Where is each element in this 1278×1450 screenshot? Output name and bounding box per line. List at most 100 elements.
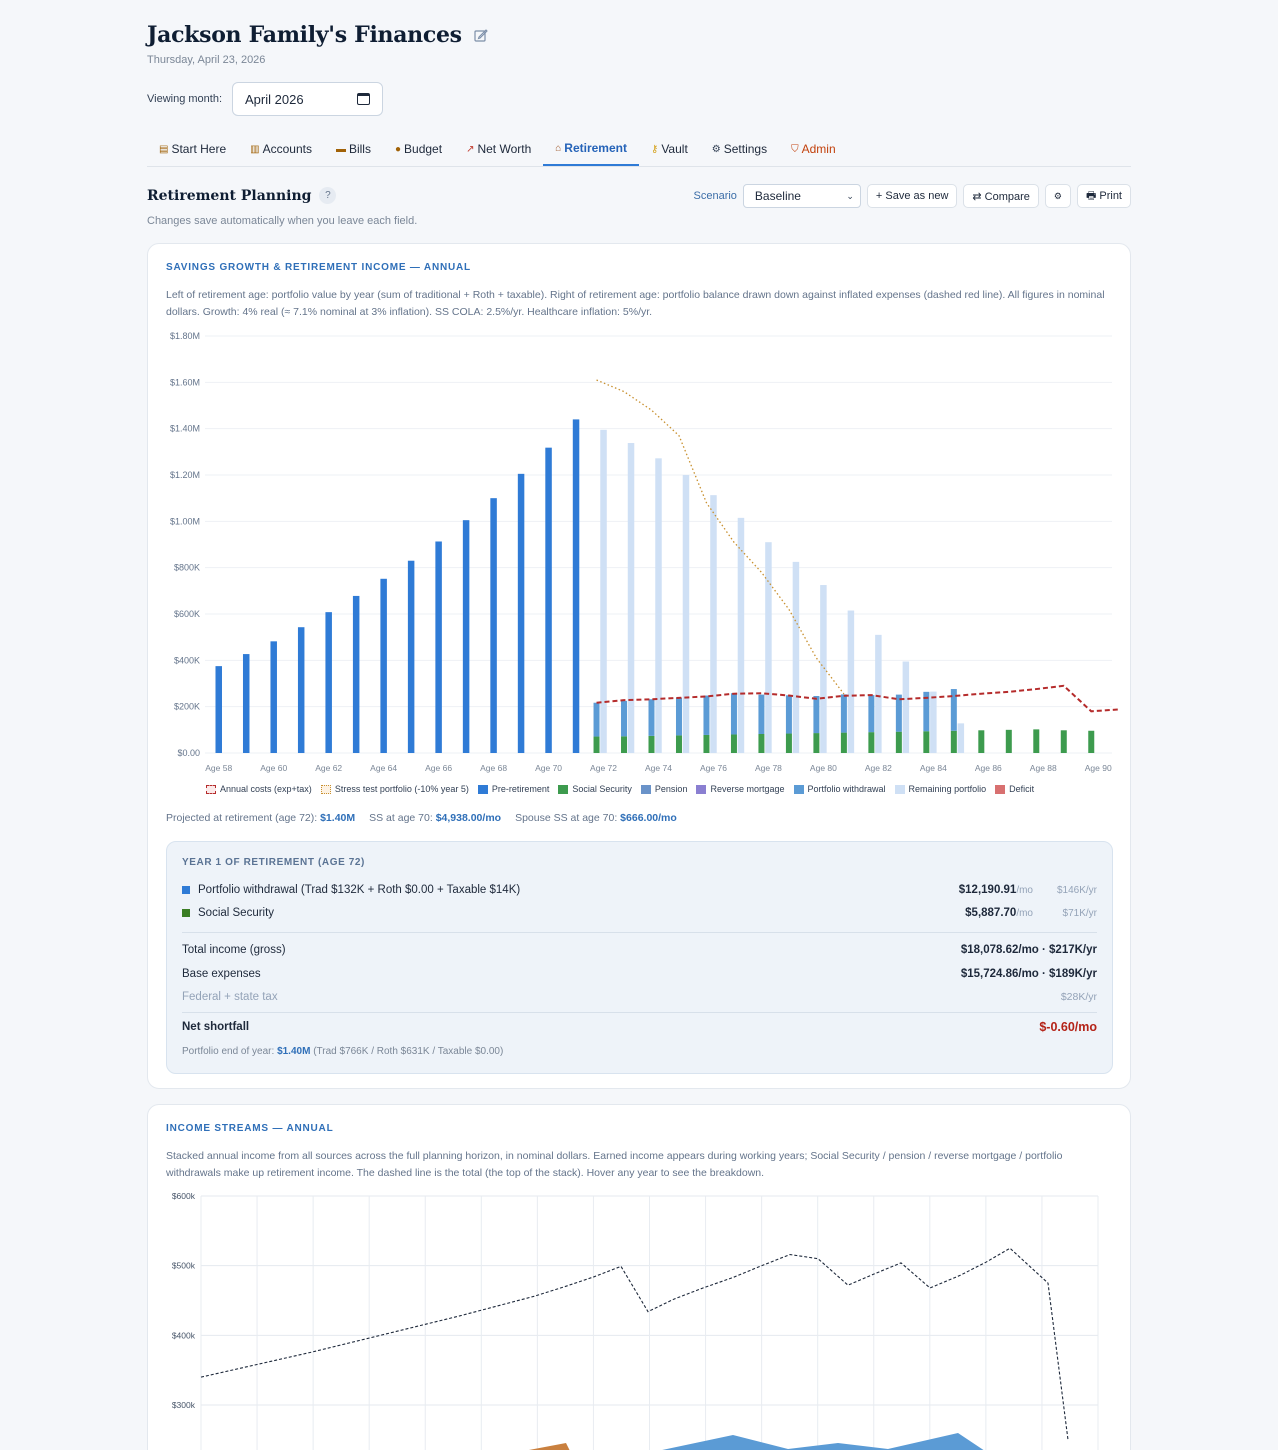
bar-remaining-portfolio (627, 443, 635, 753)
viewing-month-row: Viewing month: April 2026 (147, 82, 384, 116)
bar-portfolio-withdrawal (923, 691, 930, 732)
x-tick-label: Age 72 (590, 763, 617, 773)
help-icon[interactable]: ? (319, 187, 337, 204)
scenario-select[interactable]: Baseline ⌄ (742, 184, 861, 208)
calendar-icon[interactable] (357, 93, 371, 105)
tab-admin[interactable]: ⛉ Admin (791, 142, 836, 156)
x-tick-label: Age 78 (755, 763, 782, 773)
stress-test-line (596, 379, 845, 695)
retirement-stats: Projected at retirement (age 72): $1.40M… (166, 812, 677, 824)
annual-costs-line (596, 684, 1119, 713)
y-tick-label: $0.00 (177, 748, 200, 758)
y-tick-label: $1.80M (170, 331, 200, 341)
bar-pre-retirement (297, 627, 305, 753)
year1-heading: YEAR 1 OF RETIREMENT (AGE 72) (182, 857, 365, 868)
viewing-month-label: Viewing month: (147, 93, 223, 105)
y-tick-label: $600k (172, 1191, 196, 1201)
tab-bills[interactable]: ▬ Bills (335, 142, 371, 156)
scenario-settings-button[interactable]: ⚙ (1044, 184, 1071, 208)
projected-stat: Projected at retirement (age 72): $1.40M (166, 812, 356, 824)
divider (182, 1012, 1097, 1013)
bar-pre-retirement (352, 595, 360, 753)
bar-remaining-portfolio (765, 542, 772, 753)
bar-social-security (1060, 730, 1067, 753)
income-streams-card: INCOME STREAMS — ANNUAL Stacked annual i… (147, 1104, 1131, 1450)
bar-portfolio-withdrawal (730, 693, 737, 735)
x-tick-label: Age 58 (205, 763, 232, 773)
legend-social-security[interactable]: Social Security (558, 784, 632, 794)
net-shortfall-row: Net shortfall $-0.60/mo (182, 1020, 1097, 1034)
bar-social-security (978, 730, 985, 753)
compare-button[interactable]: ⇄ Compare (963, 184, 1039, 208)
x-tick-label: Age 86 (975, 763, 1002, 773)
savings-growth-card: SAVINGS GROWTH & RETIREMENT INCOME — ANN… (147, 243, 1131, 1089)
legend-reverse-mortgage[interactable]: Reverse mortgage (696, 784, 785, 794)
x-tick-label: Age 62 (315, 763, 342, 773)
bar-remaining-portfolio (820, 585, 827, 753)
total-income-line (200, 1247, 1069, 1440)
bar-portfolio-withdrawal (758, 694, 765, 735)
legend-swatch-pension (640, 784, 651, 794)
legend-swatch-pre (477, 784, 488, 794)
tab-start-here[interactable]: ▤ Start Here (159, 142, 227, 156)
income-streams-chart: $300k $400k $500k $600k (172, 1191, 1099, 1450)
bar-portfolio-withdrawal (703, 695, 710, 735)
y-tick-label: $500k (172, 1261, 196, 1271)
net-shortfall-value: $-0.60/mo (1039, 1020, 1097, 1034)
bar-pre-retirement (545, 447, 552, 753)
bar-pre-retirement (435, 541, 442, 753)
tab-net-worth[interactable]: ↗ Net Worth (466, 142, 532, 156)
notepad-icon: ▤ (159, 143, 169, 155)
bar-social-security (648, 735, 655, 753)
print-button[interactable]: 🖶 Print (1076, 184, 1131, 208)
total-income-row: Total income (gross) $18,078.62/mo · $21… (182, 944, 1097, 956)
bar-remaining-portfolio (710, 495, 717, 753)
bar-pre-retirement (572, 419, 580, 753)
viewing-month-value: April 2026 (245, 91, 304, 107)
bar-remaining-portfolio (875, 634, 882, 753)
y-tick-label: $1.60M (170, 377, 200, 387)
tab-vault[interactable]: ⚷ Vault (650, 142, 688, 156)
save-as-new-button[interactable]: + Save as new (866, 184, 958, 208)
earned-income-area (528, 1443, 570, 1450)
bar-portfolio-withdrawal (785, 695, 792, 734)
bar-portfolio-withdrawal (868, 695, 875, 733)
withdrawal-dot (182, 886, 190, 894)
legend-pension[interactable]: Pension (640, 784, 687, 794)
spouse-ss-stat: Spouse SS at age 70: $666.00/mo (515, 812, 677, 824)
x-tick-label: Age 90 (1085, 763, 1112, 773)
legend-remaining-portfolio[interactable]: Remaining portfolio (894, 784, 986, 794)
edit-icon[interactable] (474, 28, 488, 42)
scenario-value: Baseline (754, 189, 801, 203)
legend-annual-costs[interactable]: Annual costs (exp+tax) (206, 784, 312, 794)
y-tick-label: $400k (172, 1330, 196, 1340)
bar-remaining-portfolio (847, 610, 855, 753)
bar-portfolio-withdrawal (675, 697, 682, 736)
bar-remaining-portfolio (957, 723, 965, 753)
legend-pre-retirement[interactable]: Pre-retirement (477, 784, 549, 794)
tab-settings[interactable]: ⚙ Settings (711, 142, 768, 156)
tab-budget[interactable]: ● Budget (394, 142, 443, 156)
page-header: Jackson Family's Finances (147, 22, 488, 48)
tab-accounts[interactable]: ▥ Accounts (250, 142, 312, 156)
tab-retirement[interactable]: ⌂ Retirement (543, 132, 639, 166)
savings-card-description: Left of retirement age: portfolio value … (166, 289, 1105, 318)
legend-deficit[interactable]: Deficit (995, 784, 1034, 794)
bar-pre-retirement (490, 498, 497, 753)
bar-portfolio-withdrawal (593, 702, 600, 737)
savings-growth-chart: $0.00 $200K $400K $600K $800K $1.00M $1.20M $1.… (170, 331, 1119, 773)
bar-pre-retirement (407, 560, 415, 753)
legend-stress-test[interactable]: Stress test portfolio (-10% year 5) (320, 784, 469, 794)
portfolio-end-of-year: Portfolio end of year: $1.40M (Trad $766… (182, 1046, 504, 1057)
tax-row: Federal + state tax $28K/yr (182, 991, 1097, 1003)
viewing-month-input[interactable]: April 2026 (232, 82, 384, 116)
section-header: Retirement Planning ? Scenario Baseline … (147, 184, 1131, 210)
bar-pre-retirement (517, 473, 525, 753)
year1-retirement-panel: YEAR 1 OF RETIREMENT (AGE 72) Portfolio … (166, 841, 1113, 1074)
x-tick-label: Age 68 (480, 763, 507, 773)
main-tabs: ▤ Start Here ▥ Accounts ▬ Bills ● Budget ↗ Ne… (147, 132, 1131, 167)
bar-remaining-portfolio (600, 429, 607, 753)
legend-portfolio-withdrawal[interactable]: Portfolio withdrawal (793, 784, 886, 794)
bar-social-security (1005, 729, 1012, 753)
bar-pre-retirement (325, 612, 332, 753)
